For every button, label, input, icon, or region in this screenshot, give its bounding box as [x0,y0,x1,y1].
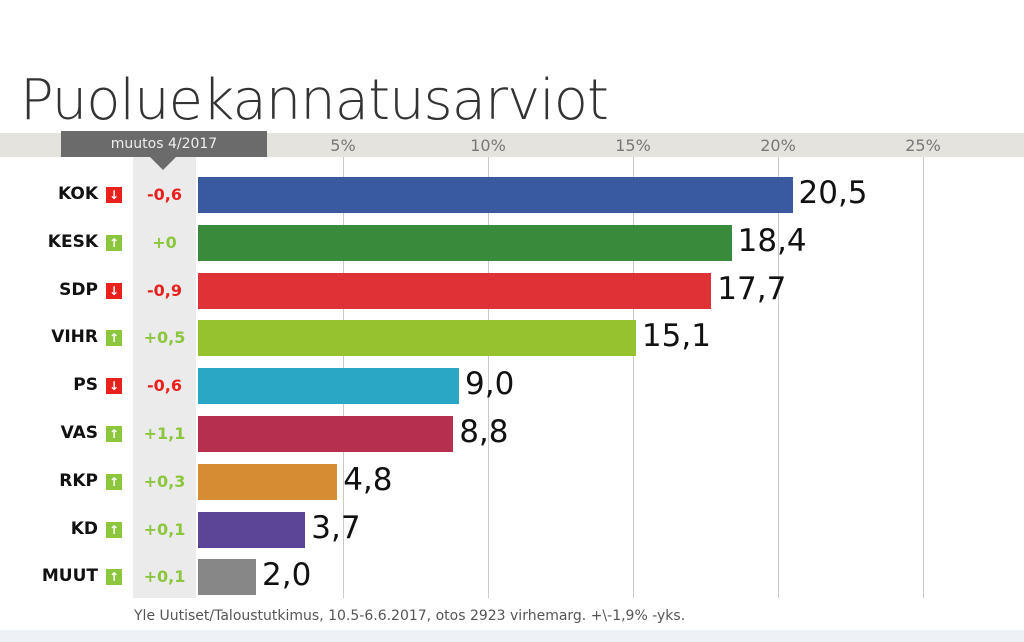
source-note: Yle Uutiset/Taloustutkimus, 10.5-6.6.201… [134,608,686,624]
change-column [133,157,196,598]
party-row: VIHR ↑ +0,5 15,1 [0,318,1024,357]
party-label: SDP [59,279,98,300]
bar [198,272,712,309]
party-label: KOK [57,184,98,204]
value-label: 8,8 [459,414,509,450]
tick-label: 15% [615,136,651,155]
party-label: RKP [59,470,98,491]
change-value: +0,1 [143,519,186,539]
party-row: RKP ↑ +0,3 4,8 [0,461,1024,500]
bar [198,224,732,261]
party-row: KD ↑ +0,1 3,7 [0,509,1024,548]
party-row: KESK ↑ +0 18,4 [0,222,1024,261]
change-value: +0 [152,232,177,252]
value-label: 2,0 [262,557,312,594]
bar [198,559,256,596]
bar [198,320,636,357]
change-value: -0,6 [147,185,182,204]
arrow-up-icon: ↑ [106,234,122,251]
party-row: MUUT ↑ +0,1 2,0 [0,557,1024,596]
tick-label: 5% [330,136,356,155]
bar [198,463,338,500]
party-label: VIHR [51,327,98,348]
value-label: 9,0 [465,366,515,403]
bar [198,177,793,213]
arrow-up-icon: ↑ [106,330,122,347]
party-label: MUUT [41,566,98,587]
value-label: 4,8 [343,461,393,498]
bar [198,511,306,548]
arrow-up-icon: ↑ [106,426,122,442]
party-label: PS [73,375,98,396]
tick-label: 20% [760,136,796,155]
bottom-band [0,630,1024,642]
party-label: KD [70,518,98,539]
arrow-up-icon: ↑ [106,569,122,586]
value-label: 17,7 [717,270,787,307]
change-value: -0,9 [147,280,182,300]
bar [198,368,459,405]
tick-label: 10% [470,136,506,155]
party-label: VAS [60,423,98,443]
change-label: muutos 4/2017 [61,131,267,157]
arrow-up-icon: ↑ [106,473,122,490]
change-value: +0,1 [143,567,186,587]
arrow-up-icon: ↑ [106,521,122,538]
change-value: -0,6 [147,376,182,396]
arrow-down-icon: ↓ [106,187,122,203]
value-label: 20,5 [798,175,868,211]
change-pointer [150,157,176,170]
arrow-down-icon: ↓ [106,378,122,395]
gridline [778,157,779,598]
value-label: 3,7 [311,509,361,546]
gridline [633,157,634,598]
party-row: PS ↓ -0,6 9,0 [0,366,1024,405]
gridline [923,157,924,598]
party-row: SDP ↓ -0,9 17,7 [0,270,1024,309]
gridline [488,157,489,598]
value-label: 15,1 [641,318,711,355]
change-value: +0,5 [143,328,186,348]
party-row: VAS ↑ +1,1 8,8 [0,414,1024,452]
chart-title: Puoluekannatusarviot [20,68,609,133]
bar [198,416,454,452]
party-row: KOK ↓ -0,6 20,5 [0,175,1024,213]
change-value: +0,3 [143,471,186,491]
change-value: +1,1 [143,424,186,443]
value-label: 18,4 [737,222,807,259]
arrow-down-icon: ↓ [106,282,122,299]
tick-label: 25% [905,136,941,155]
party-label: KESK [47,231,98,252]
